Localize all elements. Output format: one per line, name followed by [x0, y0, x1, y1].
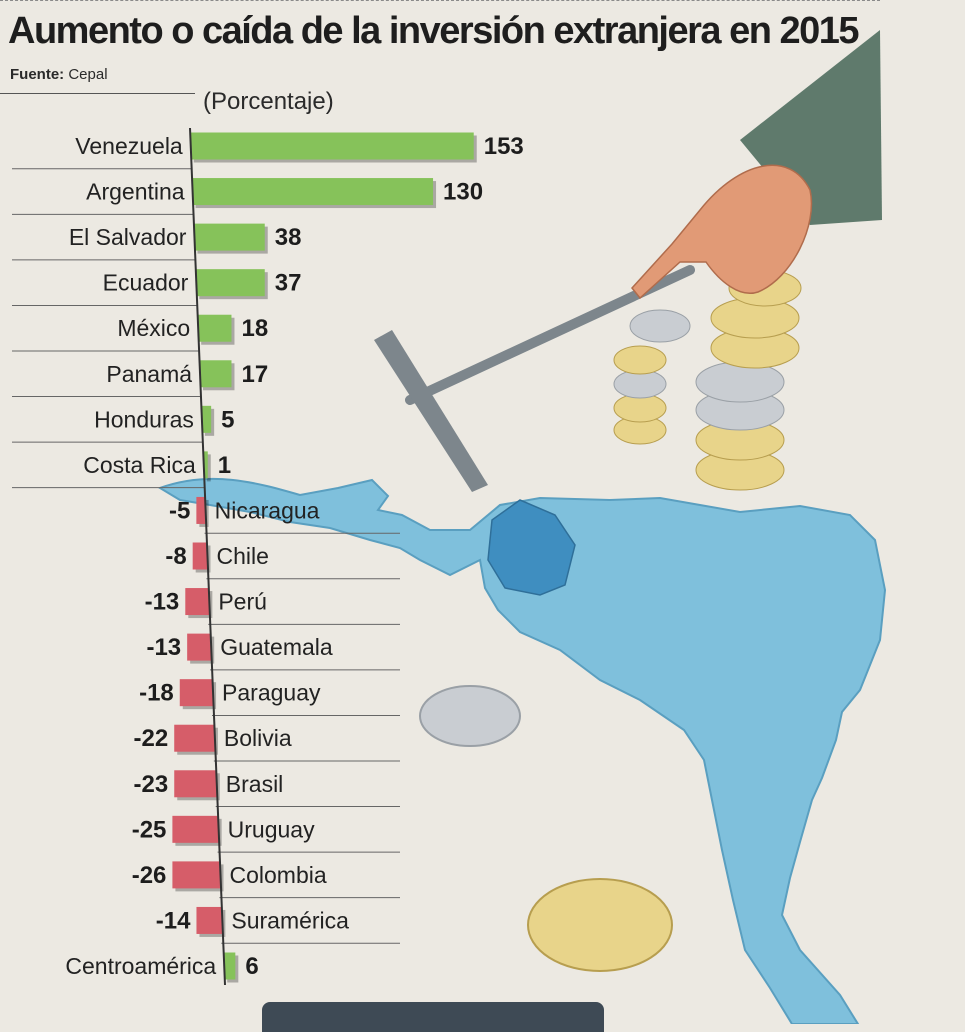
bar-argentina: [192, 178, 434, 206]
value-label: -5: [169, 497, 190, 524]
value-label: -13: [146, 634, 181, 661]
bar-méxico: [198, 314, 232, 342]
category-label: Uruguay: [228, 816, 315, 842]
bar-centroamérica: [224, 952, 236, 980]
category-label: Argentina: [86, 179, 185, 205]
bars: [172, 132, 477, 983]
bar-suramérica: [196, 906, 223, 934]
category-label: Centroamérica: [65, 953, 216, 979]
value-label: -26: [132, 862, 167, 889]
bar-el-salvador: [194, 223, 265, 251]
value-label: 153: [484, 133, 524, 160]
hand-icon: [631, 30, 882, 300]
category-label: Suramérica: [231, 907, 349, 933]
coin-loose-silver: [419, 685, 521, 747]
value-label: 37: [275, 270, 302, 297]
source-line: Fuente: Cepal: [10, 66, 108, 83]
value-label: 5: [221, 406, 234, 433]
category-label: Paraguay: [222, 680, 321, 706]
value-label: 130: [443, 179, 483, 206]
value-label: -18: [139, 680, 174, 707]
category-label: Guatemala: [220, 634, 333, 660]
category-label: Honduras: [94, 406, 194, 432]
value-label: 6: [245, 953, 258, 980]
chart-title: Aumento o caída de la inversión extranje…: [8, 10, 860, 52]
source-label: Fuente:: [10, 66, 65, 83]
value-label: -8: [165, 543, 186, 570]
category-label: Perú: [218, 589, 267, 615]
value-label: 17: [241, 361, 268, 388]
highlighted-country: [487, 499, 576, 596]
bar-ecuador: [196, 269, 265, 297]
category-label: El Salvador: [69, 224, 187, 250]
category-label: Venezuela: [75, 133, 183, 159]
bar-uruguay: [172, 815, 219, 843]
bar-costa-rica: [203, 451, 208, 479]
value-label: -14: [156, 907, 191, 934]
value-label: -23: [134, 771, 169, 798]
value-label: 38: [275, 224, 302, 251]
bar-paraguay: [179, 679, 214, 707]
coin-stack: [613, 269, 802, 491]
bar-shadow: [206, 454, 211, 482]
illustration: [157, 30, 887, 1024]
category-label: Bolivia: [224, 725, 292, 751]
zero-axis: [189, 127, 226, 986]
bar-colombia: [172, 861, 221, 889]
bar-bolivia: [174, 724, 215, 752]
bar-chile: [192, 542, 208, 570]
value-label: -25: [132, 816, 167, 843]
category-label: Ecuador: [103, 270, 189, 296]
category-labels: Venezuela Argentina El Salvador Ecuador Méxi…: [65, 133, 349, 979]
coin-loose-gold: [527, 878, 673, 972]
source-rule: [0, 93, 195, 94]
bar-guatemala: [187, 633, 212, 661]
value-label: 1: [218, 452, 231, 479]
latin-america-map: [157, 477, 887, 1024]
footer-tab: [262, 1002, 604, 1032]
bar-nicaragua: [196, 496, 206, 524]
value-label: -22: [134, 725, 169, 752]
source-name: Cepal: [68, 66, 108, 83]
category-label: Chile: [216, 543, 268, 569]
category-label: Colombia: [230, 862, 327, 888]
bar-panamá: [200, 360, 232, 388]
bar-perú: [185, 588, 210, 616]
bar-venezuela: [190, 132, 474, 160]
category-label: México: [117, 315, 190, 341]
row-separators: [12, 168, 400, 944]
bar-honduras: [201, 405, 212, 433]
value-label: -13: [145, 589, 180, 616]
category-label: Costa Rica: [83, 452, 196, 478]
unit-label: (Porcentaje): [203, 88, 334, 115]
category-label: Brasil: [226, 771, 284, 797]
top-rule: [0, 0, 880, 1]
category-label: Panamá: [106, 361, 192, 387]
category-label: Nicaragua: [215, 497, 320, 523]
value-label: 18: [241, 315, 268, 342]
bar-brasil: [174, 770, 217, 798]
